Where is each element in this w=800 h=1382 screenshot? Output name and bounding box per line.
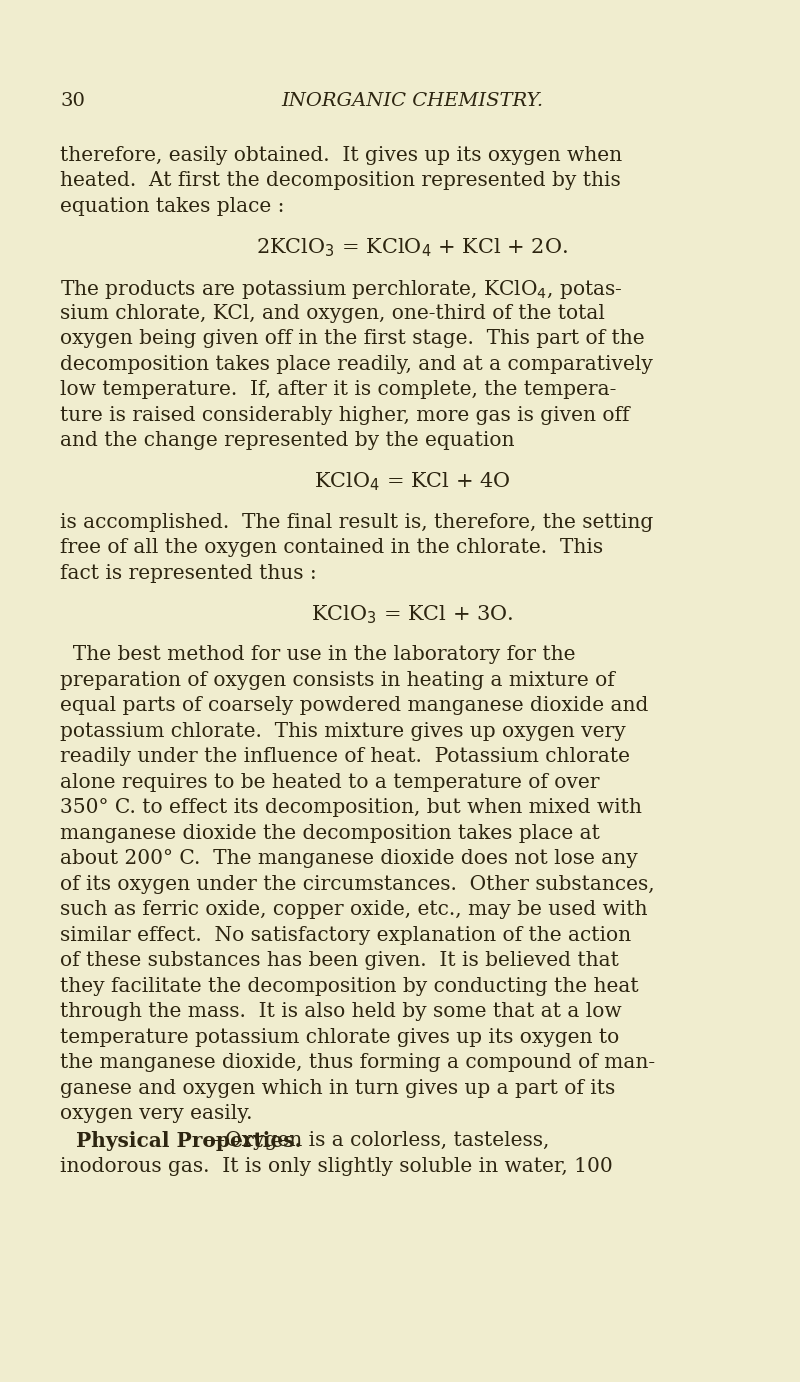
Text: is accomplished.  The final result is, therefore, the setting: is accomplished. The final result is, th… [60, 513, 654, 532]
Text: such as ferric oxide, copper oxide, etc., may be used with: such as ferric oxide, copper oxide, etc.… [60, 900, 647, 919]
Text: of its oxygen under the circumstances.  Other substances,: of its oxygen under the circumstances. O… [60, 875, 654, 894]
Text: 2KClO$_3$ = KClO$_4$ + KCl + 2O.: 2KClO$_3$ = KClO$_4$ + KCl + 2O. [256, 236, 568, 258]
Text: the manganese dioxide, thus forming a compound of man-: the manganese dioxide, thus forming a co… [60, 1053, 655, 1072]
Text: about 200° C.  The manganese dioxide does not lose any: about 200° C. The manganese dioxide does… [60, 850, 638, 868]
Text: inodorous gas.  It is only slightly soluble in water, 100: inodorous gas. It is only slightly solub… [60, 1157, 613, 1176]
Text: Physical Properties.: Physical Properties. [76, 1130, 302, 1151]
Text: potassium chlorate.  This mixture gives up oxygen very: potassium chlorate. This mixture gives u… [60, 721, 626, 741]
Text: readily under the influence of heat.  Potassium chlorate: readily under the influence of heat. Pot… [60, 748, 630, 767]
Text: they facilitate the decomposition by conducting the heat: they facilitate the decomposition by con… [60, 977, 638, 996]
Text: KClO$_4$ = KCl + 4O: KClO$_4$ = KCl + 4O [314, 471, 510, 493]
Text: oxygen being given off in the first stage.  This part of the: oxygen being given off in the first stag… [60, 329, 645, 348]
Text: The best method for use in the laboratory for the: The best method for use in the laborator… [60, 645, 575, 665]
Text: low temperature.  If, after it is complete, the tempera-: low temperature. If, after it is complet… [60, 380, 616, 399]
Text: and the change represented by the equation: and the change represented by the equati… [60, 431, 514, 451]
Text: decomposition takes place readily, and at a comparatively: decomposition takes place readily, and a… [60, 355, 653, 373]
Text: similar effect.  No satisfactory explanation of the action: similar effect. No satisfactory explanat… [60, 926, 631, 945]
Text: sium chlorate, KCl, and oxygen, one-third of the total: sium chlorate, KCl, and oxygen, one-thir… [60, 304, 605, 322]
Text: 30: 30 [60, 93, 85, 111]
Text: equal parts of coarsely powdered manganese dioxide and: equal parts of coarsely powdered mangane… [60, 697, 648, 716]
Text: therefore, easily obtained.  It gives up its oxygen when: therefore, easily obtained. It gives up … [60, 145, 622, 164]
Text: INORGANIC CHEMISTRY.: INORGANIC CHEMISTRY. [281, 93, 543, 111]
Text: oxygen very easily.: oxygen very easily. [60, 1104, 253, 1124]
Text: fact is represented thus :: fact is represented thus : [60, 564, 317, 583]
Text: —Oxygen is a colorless, tasteless,: —Oxygen is a colorless, tasteless, [206, 1130, 550, 1150]
Text: 350° C. to effect its decomposition, but when mixed with: 350° C. to effect its decomposition, but… [60, 799, 642, 817]
Text: of these substances has been given.  It is believed that: of these substances has been given. It i… [60, 951, 619, 970]
Text: equation takes place :: equation takes place : [60, 196, 285, 216]
Text: through the mass.  It is also held by some that at a low: through the mass. It is also held by som… [60, 1002, 622, 1021]
Text: ganese and oxygen which in turn gives up a part of its: ganese and oxygen which in turn gives up… [60, 1079, 615, 1097]
Text: manganese dioxide the decomposition takes place at: manganese dioxide the decomposition take… [60, 824, 600, 843]
Text: heated.  At first the decomposition represented by this: heated. At first the decomposition repre… [60, 171, 621, 191]
Text: KClO$_3$ = KCl + 3O.: KClO$_3$ = KCl + 3O. [311, 604, 513, 626]
Text: preparation of oxygen consists in heating a mixture of: preparation of oxygen consists in heatin… [60, 670, 614, 690]
Text: ture is raised considerably higher, more gas is given off: ture is raised considerably higher, more… [60, 406, 630, 424]
Text: temperature potassium chlorate gives up its oxygen to: temperature potassium chlorate gives up … [60, 1028, 619, 1046]
Text: alone requires to be heated to a temperature of over: alone requires to be heated to a tempera… [60, 773, 599, 792]
Text: free of all the oxygen contained in the chlorate.  This: free of all the oxygen contained in the … [60, 538, 603, 557]
Text: The products are potassium perchlorate, KClO$_4$, potas-: The products are potassium perchlorate, … [60, 278, 622, 301]
